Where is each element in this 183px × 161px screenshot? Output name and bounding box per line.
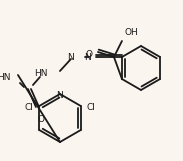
Text: N: N [57, 90, 63, 99]
Text: HN: HN [34, 68, 48, 77]
Text: O: O [38, 115, 45, 124]
Text: N: N [67, 52, 74, 62]
Text: N: N [84, 52, 91, 62]
Text: Cl: Cl [24, 103, 33, 112]
Text: HN: HN [0, 72, 11, 81]
Text: O: O [86, 49, 93, 58]
Text: Cl: Cl [87, 103, 96, 112]
Text: OH: OH [125, 28, 139, 37]
